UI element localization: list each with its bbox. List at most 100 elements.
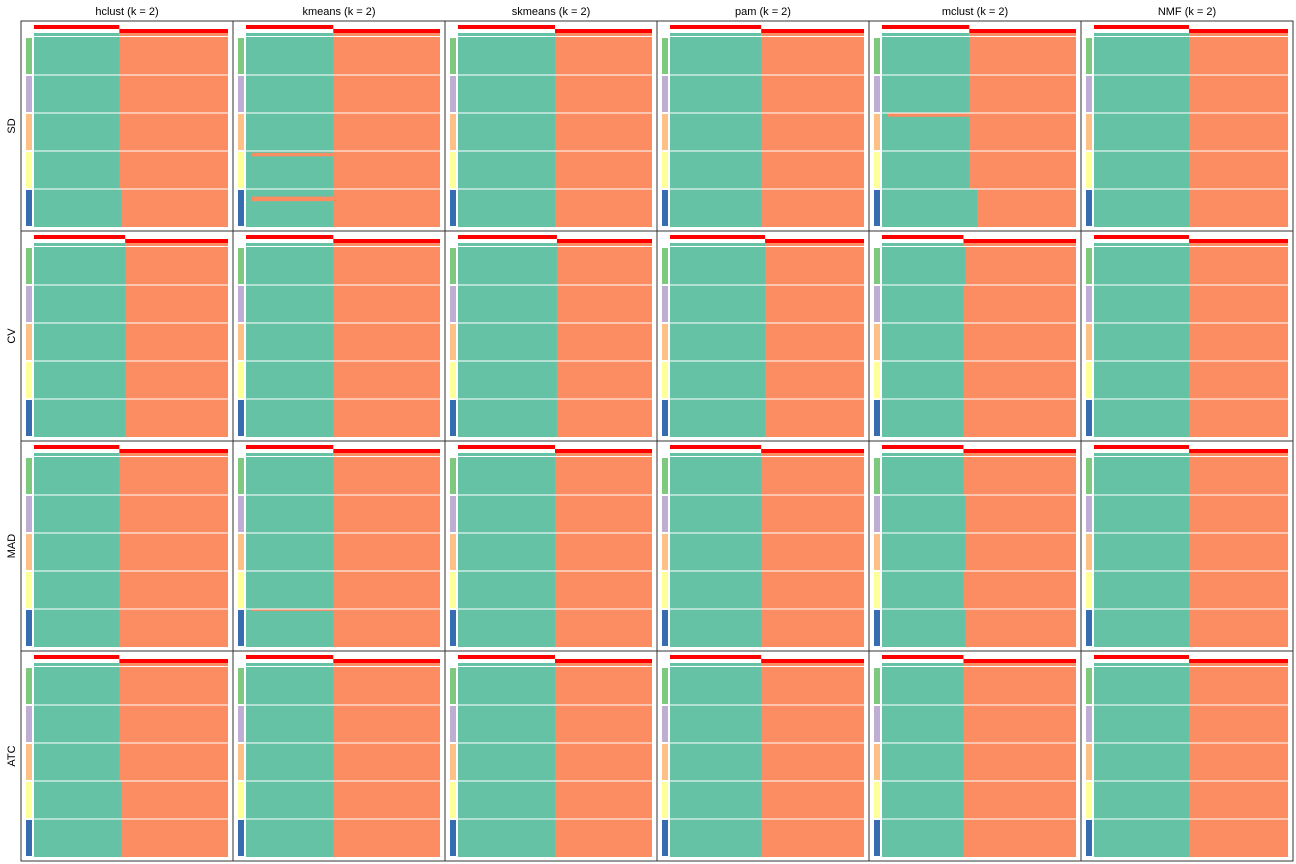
group-annotation-bar bbox=[874, 152, 880, 188]
cluster-block-class-1 bbox=[1094, 399, 1190, 437]
cluster-block-class-1 bbox=[1094, 819, 1190, 857]
group-annotation-bar bbox=[1086, 38, 1092, 74]
misclassified-band bbox=[888, 113, 970, 117]
group-annotation-bar bbox=[1086, 782, 1092, 818]
cluster-block-class-1 bbox=[458, 189, 555, 227]
misclassified-band bbox=[252, 152, 334, 157]
misclassified-band bbox=[252, 609, 334, 611]
class-bar-1 bbox=[670, 33, 762, 36]
class-bar-1 bbox=[34, 33, 120, 36]
membership-bar-class-1 bbox=[1094, 445, 1190, 449]
cluster-block-class-1 bbox=[882, 705, 964, 743]
cluster-block-class-1 bbox=[1094, 361, 1190, 399]
cluster-block-class-1 bbox=[670, 361, 766, 399]
cluster-block-class-1 bbox=[882, 609, 966, 647]
group-annotation-bar bbox=[450, 362, 456, 398]
cluster-block-class-1 bbox=[882, 37, 970, 75]
group-annotation-bar bbox=[450, 744, 456, 780]
cluster-block-class-1 bbox=[458, 819, 555, 857]
cluster-block-class-1 bbox=[246, 457, 334, 495]
cluster-block-class-1 bbox=[882, 361, 964, 399]
cluster-block-class-1 bbox=[34, 189, 122, 227]
class-bar-1 bbox=[246, 243, 334, 246]
cluster-block-class-1 bbox=[1094, 781, 1190, 819]
cluster-block-class-1 bbox=[882, 75, 970, 113]
group-annotation-bar bbox=[26, 76, 32, 112]
membership-bar-class-1 bbox=[34, 655, 120, 659]
group-annotation-bar bbox=[450, 458, 456, 494]
group-annotation-bar bbox=[238, 114, 244, 150]
column-title: mclust (k = 2) bbox=[942, 6, 1008, 18]
class-bar-1 bbox=[882, 453, 964, 456]
membership-bar-class-2 bbox=[556, 239, 652, 243]
cluster-block-class-1 bbox=[246, 667, 334, 705]
group-annotation-bar bbox=[26, 38, 32, 74]
group-annotation-bar bbox=[238, 38, 244, 74]
cluster-block-class-1 bbox=[246, 533, 334, 571]
class-bar-2 bbox=[963, 453, 1076, 456]
group-annotation-bar bbox=[450, 324, 456, 360]
cluster-block-class-1 bbox=[246, 151, 334, 189]
cluster-block-class-1 bbox=[34, 151, 120, 189]
membership-bar-class-2 bbox=[765, 239, 864, 243]
class-bar-2 bbox=[119, 453, 228, 456]
cluster-block-class-1 bbox=[246, 37, 334, 75]
group-annotation-bar bbox=[26, 496, 32, 532]
membership-bar-class-1 bbox=[458, 235, 557, 239]
class-bar-1 bbox=[882, 663, 964, 666]
membership-bar-class-1 bbox=[882, 235, 964, 239]
membership-bar-class-1 bbox=[882, 445, 964, 449]
column-title: skmeans (k = 2) bbox=[512, 6, 591, 18]
membership-bar-class-1 bbox=[246, 25, 334, 29]
cluster-block-class-1 bbox=[34, 247, 126, 285]
group-annotation-bar bbox=[1086, 496, 1092, 532]
cluster-block-class-1 bbox=[882, 743, 964, 781]
class-bar-2 bbox=[969, 33, 1076, 36]
group-annotation-bar bbox=[238, 706, 244, 742]
cluster-block-class-1 bbox=[882, 285, 964, 323]
group-annotation-bar bbox=[662, 286, 668, 322]
group-annotation-bar bbox=[450, 572, 456, 608]
membership-bar-class-1 bbox=[34, 235, 126, 239]
group-annotation-bar bbox=[26, 782, 32, 818]
membership-bar-class-1 bbox=[34, 25, 120, 29]
class-bar-1 bbox=[1094, 663, 1190, 666]
group-annotation-bar bbox=[238, 668, 244, 704]
class-bar-2 bbox=[555, 663, 652, 666]
group-annotation-bar bbox=[1086, 534, 1092, 570]
cluster-block-class-1 bbox=[34, 113, 120, 151]
cluster-block-class-1 bbox=[34, 399, 126, 437]
group-annotation-bar bbox=[450, 706, 456, 742]
cluster-block-class-1 bbox=[458, 667, 555, 705]
cluster-block-class-1 bbox=[34, 457, 120, 495]
membership-bar-class-2 bbox=[333, 449, 440, 453]
group-annotation-bar bbox=[238, 324, 244, 360]
cluster-block-class-1 bbox=[1094, 247, 1190, 285]
class-bar-2 bbox=[761, 663, 864, 666]
cluster-block-class-1 bbox=[458, 609, 555, 647]
cluster-block-class-1 bbox=[458, 457, 555, 495]
cluster-block-class-1 bbox=[670, 457, 762, 495]
cluster-block-class-1 bbox=[670, 495, 762, 533]
cluster-block-class-1 bbox=[670, 247, 766, 285]
group-annotation-bar bbox=[450, 190, 456, 226]
group-annotation-bar bbox=[238, 820, 244, 856]
class-bar-2 bbox=[555, 33, 652, 36]
group-annotation-bar bbox=[662, 668, 668, 704]
class-bar-2 bbox=[963, 243, 1076, 246]
membership-bar-class-2 bbox=[119, 449, 228, 453]
group-annotation-bar bbox=[450, 114, 456, 150]
group-annotation-bar bbox=[238, 362, 244, 398]
cluster-block-class-1 bbox=[34, 743, 120, 781]
group-annotation-bar bbox=[26, 286, 32, 322]
membership-bar-class-1 bbox=[670, 445, 762, 449]
cluster-block-class-1 bbox=[246, 399, 334, 437]
misclassified-band bbox=[252, 196, 334, 202]
group-annotation-bar bbox=[26, 668, 32, 704]
cluster-block-class-1 bbox=[458, 399, 557, 437]
group-annotation-bar bbox=[450, 76, 456, 112]
cluster-block-class-1 bbox=[458, 571, 555, 609]
class-bar-1 bbox=[1094, 243, 1190, 246]
group-annotation-bar bbox=[238, 534, 244, 570]
class-bar-2 bbox=[556, 243, 652, 246]
